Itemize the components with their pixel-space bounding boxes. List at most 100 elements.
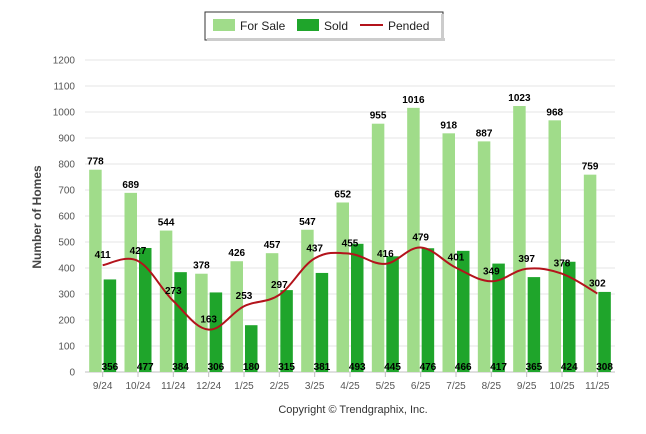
bar-sold[interactable] <box>280 290 293 372</box>
data-label-pended: 411 <box>95 250 112 261</box>
data-label-pended: 416 <box>377 249 394 260</box>
data-label-for-sale: 457 <box>264 240 281 251</box>
x-tick-label: 10/25 <box>549 381 574 392</box>
bar-for-sale[interactable] <box>371 123 385 372</box>
y-tick-label: 200 <box>58 316 75 327</box>
x-tick-label: 4/25 <box>340 381 360 392</box>
bar-for-sale[interactable] <box>159 230 173 372</box>
data-labels: 778 356 689 477 544 384 378 306 426 180 457 315 547 3… <box>87 93 613 373</box>
bar-for-sale[interactable] <box>583 174 597 372</box>
data-label-for-sale: 1016 <box>402 95 425 106</box>
y-tick-label: 700 <box>58 186 75 197</box>
data-label-pended: 427 <box>130 246 147 257</box>
bar-sold[interactable] <box>174 272 187 372</box>
data-label-for-sale: 968 <box>546 107 563 118</box>
y-tick-label: 500 <box>58 238 75 249</box>
data-label-pended: 378 <box>554 259 571 270</box>
x-axis-ticks: 9/24 10/24 11/24 12/24 1/25 2/25 3/25 4/25 5/25 6… <box>93 372 610 392</box>
bar-for-sale[interactable] <box>548 120 562 372</box>
bar-sold[interactable] <box>492 263 505 372</box>
bar-sold[interactable] <box>103 279 117 372</box>
data-label-for-sale: 378 <box>193 261 210 272</box>
y-tick-label: 800 <box>58 160 75 171</box>
data-label-for-sale: 887 <box>476 128 493 139</box>
data-label-sold: 365 <box>526 362 543 373</box>
x-tick-label: 6/25 <box>411 381 431 392</box>
bar-for-sale[interactable] <box>301 229 314 372</box>
copyright-text: Copyright © Trendgraphix, Inc. <box>278 404 427 416</box>
data-label-sold: 417 <box>490 362 507 373</box>
data-label-pended: 479 <box>412 232 429 243</box>
data-label-pended: 455 <box>342 239 359 250</box>
x-tick-label: 1/25 <box>234 381 254 392</box>
data-label-sold: 308 <box>596 362 613 373</box>
y-axis-title: Number of Homes <box>30 165 44 269</box>
x-tick-label: 8/25 <box>482 381 502 392</box>
bar-sold[interactable] <box>563 261 576 372</box>
y-tick-label: 1100 <box>53 82 75 93</box>
bar-for-sale[interactable] <box>407 107 420 372</box>
bar-sold[interactable] <box>245 325 258 372</box>
x-tick-label: 11/24 <box>161 381 186 392</box>
data-label-for-sale: 652 <box>334 189 351 200</box>
bar-for-sale[interactable] <box>124 192 138 372</box>
y-tick-label: 400 <box>58 264 75 275</box>
x-tick-label: 5/25 <box>376 381 396 392</box>
legend-swatch-sold <box>297 19 319 31</box>
x-tick-label: 9/25 <box>517 381 537 392</box>
data-label-pended: 437 <box>306 243 323 254</box>
x-tick-label: 11/25 <box>585 381 610 392</box>
data-label-sold: 381 <box>314 362 331 373</box>
y-axis-ticks: 0 100 200 300 400 500 600 700 800 900 1000 1100 1200 <box>53 56 76 379</box>
y-tick-label: 600 <box>58 212 75 223</box>
data-label-pended: 397 <box>518 254 535 265</box>
bar-sold[interactable] <box>139 247 152 372</box>
legend-label-sold[interactable]: Sold <box>324 19 348 33</box>
bars <box>89 106 611 373</box>
bar-for-sale[interactable] <box>336 202 350 372</box>
data-label-pended: 163 <box>200 315 217 326</box>
data-label-sold: 493 <box>349 362 366 373</box>
legend-label-pended[interactable]: Pended <box>388 19 429 33</box>
data-label-sold: 180 <box>243 362 260 373</box>
x-tick-label: 7/25 <box>446 381 466 392</box>
data-label-for-sale: 544 <box>158 218 175 229</box>
data-label-sold: 424 <box>561 362 578 373</box>
data-label-sold: 477 <box>137 362 154 373</box>
bar-for-sale[interactable] <box>265 253 279 372</box>
bar-for-sale[interactable] <box>513 106 526 373</box>
bar-for-sale[interactable] <box>477 141 491 372</box>
legend-label-for-sale[interactable]: For Sale <box>240 19 286 33</box>
y-tick-label: 100 <box>58 342 75 353</box>
data-label-sold: 315 <box>278 362 295 373</box>
data-label-sold: 466 <box>455 362 472 373</box>
y-tick-label: 0 <box>69 368 75 379</box>
pended-series-line[interactable] <box>102 246 598 331</box>
bar-sold[interactable] <box>598 291 611 372</box>
y-tick-label: 1000 <box>53 108 76 119</box>
data-label-for-sale: 689 <box>122 180 139 191</box>
data-label-for-sale: 778 <box>87 157 104 168</box>
x-tick-label: 10/24 <box>125 381 150 392</box>
bar-for-sale[interactable] <box>442 133 456 372</box>
bar-sold[interactable] <box>527 277 541 372</box>
data-label-pended: 253 <box>236 291 253 302</box>
bar-for-sale[interactable] <box>89 169 102 372</box>
bar-sold[interactable] <box>315 272 329 372</box>
data-label-for-sale: 426 <box>228 248 245 259</box>
data-label-for-sale: 1023 <box>508 93 531 104</box>
data-label-for-sale: 918 <box>440 120 457 131</box>
data-label-sold: 445 <box>384 362 401 373</box>
bar-sold[interactable] <box>421 248 435 372</box>
bar-sold[interactable] <box>209 292 223 372</box>
x-tick-label: 3/25 <box>305 381 325 392</box>
bar-for-sale[interactable] <box>195 273 208 372</box>
legend: For Sale Sold Pended <box>204 11 445 41</box>
bar-sold[interactable] <box>457 250 470 372</box>
bar-sold[interactable] <box>351 243 364 372</box>
bar-sold[interactable] <box>386 256 399 372</box>
bar-for-sale[interactable] <box>230 261 244 372</box>
legend-swatch-for-sale <box>213 19 235 31</box>
y-tick-label: 300 <box>58 290 75 301</box>
